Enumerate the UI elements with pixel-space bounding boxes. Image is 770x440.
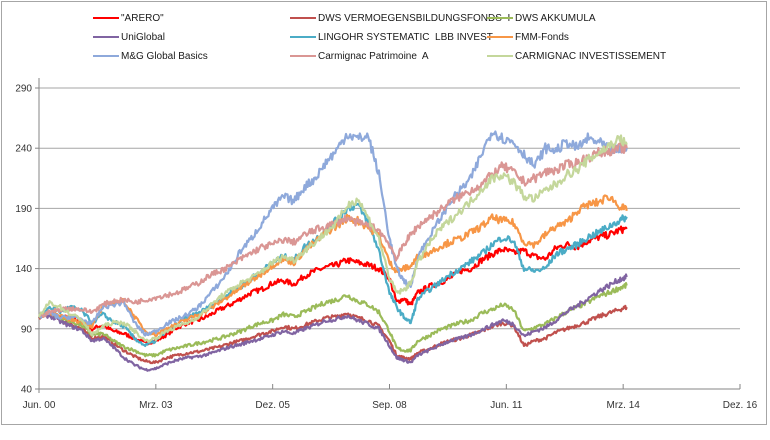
legend-label: FMM-Fonds bbox=[515, 31, 569, 43]
y-tick-label: 240 bbox=[15, 144, 32, 155]
x-tick-label: Jun. 11 bbox=[490, 400, 522, 411]
axes bbox=[35, 78, 741, 393]
legend-label: "ARERO" bbox=[121, 12, 164, 24]
x-tick-label: Dez. 05 bbox=[255, 400, 290, 411]
legend-item-dws-akkumula: DWS AKKUMULA bbox=[487, 11, 596, 25]
series-group bbox=[37, 130, 628, 372]
legend-label: Carmignac Patrimoine A bbox=[318, 50, 429, 62]
legend-item-mg-global-basics: M&G Global Basics bbox=[93, 49, 208, 63]
x-tick-label: Mrz. 14 bbox=[606, 400, 640, 411]
x-tick-label: Mrz. 03 bbox=[139, 400, 173, 411]
tick-labels: 40 90 140 190 240 290 Jun. 00 Mrz. 03 Dez. 05 Sep… bbox=[15, 84, 757, 412]
series-line-1 bbox=[38, 304, 628, 365]
y-tick-label: 290 bbox=[15, 84, 32, 95]
y-tick-label: 140 bbox=[15, 264, 32, 275]
legend-swatch bbox=[290, 17, 316, 19]
legend-label: CARMIGNAC INVESTISSEMENT bbox=[515, 50, 667, 62]
legend-label: M&G Global Basics bbox=[121, 50, 208, 62]
legend-swatch bbox=[487, 17, 513, 19]
x-tick-label: Sep. 08 bbox=[372, 400, 407, 411]
legend-swatch bbox=[93, 55, 119, 57]
legend: "ARERO" DWS VERMOEGENSBILDUNGSFONDS I DW… bbox=[0, 0, 770, 70]
legend-label: DWS AKKUMULA bbox=[515, 12, 596, 24]
legend-swatch bbox=[487, 55, 513, 57]
legend-swatch bbox=[290, 55, 316, 57]
legend-swatch bbox=[487, 36, 513, 38]
series-line-6 bbox=[38, 130, 628, 337]
legend-label: UniGlobal bbox=[121, 31, 165, 43]
series-line-3 bbox=[38, 273, 628, 372]
series-line-4 bbox=[38, 202, 628, 347]
legend-swatch bbox=[290, 36, 316, 38]
series-line-8 bbox=[37, 134, 628, 343]
x-tick-label: Dez. 16 bbox=[723, 400, 758, 411]
legend-swatch bbox=[93, 36, 119, 38]
legend-label: LINGOHR SYSTEMATIC LBB INVEST bbox=[318, 31, 493, 43]
legend-item-carmignac-patrimoine: Carmignac Patrimoine A bbox=[290, 49, 429, 63]
series-line-2 bbox=[38, 282, 628, 358]
series-line-7 bbox=[38, 142, 628, 318]
legend-item-arero: "ARERO" bbox=[93, 11, 164, 25]
y-tick-label: 40 bbox=[21, 385, 33, 396]
legend-item-lingohr: LINGOHR SYSTEMATIC LBB INVEST bbox=[290, 30, 493, 44]
x-tick-label: Jun. 00 bbox=[23, 400, 56, 411]
y-tick-label: 90 bbox=[21, 324, 33, 335]
legend-item-uniglobal: UniGlobal bbox=[93, 30, 165, 44]
legend-swatch bbox=[93, 17, 119, 19]
legend-item-carmignac-investissement: CARMIGNAC INVESTISSEMENT bbox=[487, 49, 666, 63]
y-tick-label: 190 bbox=[15, 204, 32, 215]
legend-item-fmm-fonds: FMM-Fonds bbox=[487, 30, 569, 44]
